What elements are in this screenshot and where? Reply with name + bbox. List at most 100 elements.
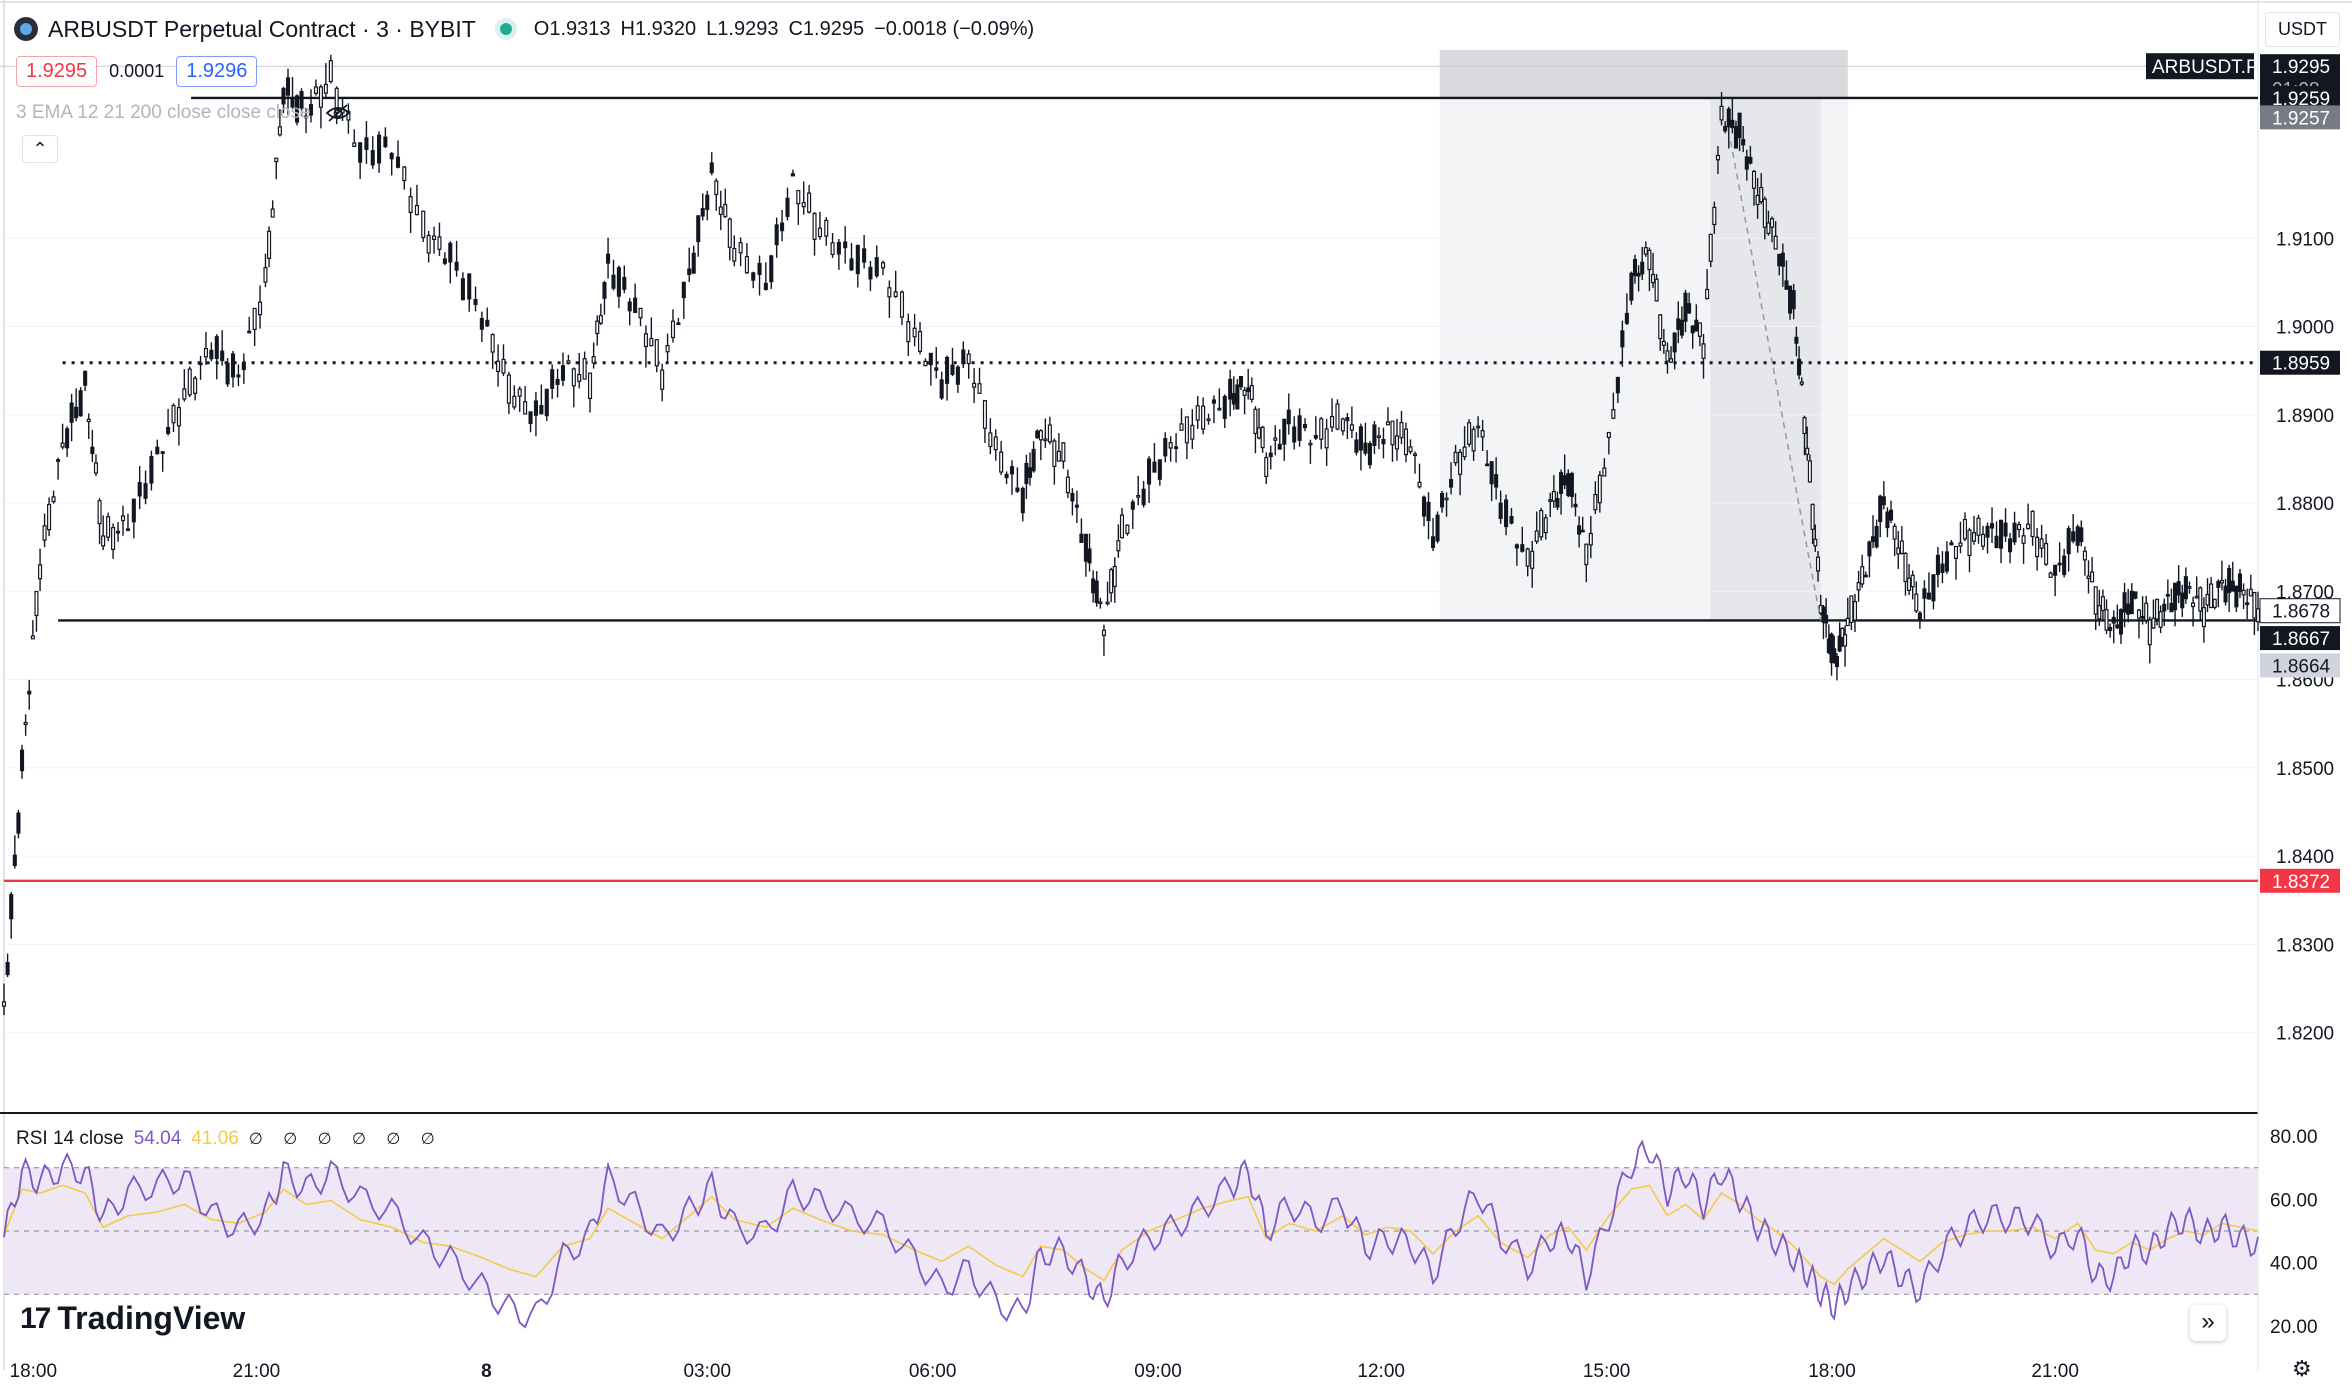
candle-body bbox=[1889, 509, 1894, 521]
candle-body bbox=[602, 282, 607, 299]
candle-body bbox=[1426, 501, 1431, 522]
candle-body bbox=[1744, 156, 1749, 170]
candle-body bbox=[868, 266, 873, 280]
candle-body bbox=[2062, 555, 2067, 576]
candle-body bbox=[1926, 592, 1931, 600]
candle-body bbox=[111, 527, 116, 550]
candle-body bbox=[1748, 156, 1753, 164]
candle-body bbox=[2003, 522, 2008, 537]
candle-body bbox=[2097, 605, 2102, 620]
candle-body bbox=[1417, 481, 1422, 488]
candle-body bbox=[801, 202, 806, 208]
candle-body bbox=[1802, 417, 1807, 435]
candle-body bbox=[917, 331, 923, 352]
currency-selector[interactable]: USDT bbox=[2265, 12, 2340, 47]
candle-body bbox=[2017, 524, 2022, 531]
symbol-title[interactable]: ARBUSDT Perpetual Contract · 3 · BYBIT bbox=[48, 15, 476, 42]
candle-body bbox=[988, 432, 993, 448]
candle-body bbox=[1922, 588, 1927, 599]
candle-body bbox=[571, 368, 576, 387]
candle-body bbox=[1330, 415, 1335, 428]
candle-body bbox=[849, 258, 854, 271]
time-tick-label: 18:00 bbox=[10, 1361, 58, 1382]
candle-body bbox=[236, 374, 241, 378]
candle-body bbox=[566, 360, 571, 364]
price-label-box bbox=[2259, 598, 2341, 624]
candle-body bbox=[1640, 261, 1645, 275]
candle-body bbox=[2154, 598, 2160, 620]
candle-body bbox=[2147, 619, 2152, 646]
candle-body bbox=[2090, 571, 2095, 583]
candle-body bbox=[23, 721, 28, 726]
candle-body bbox=[757, 262, 762, 275]
candle-body bbox=[323, 83, 328, 94]
candle-body bbox=[1390, 420, 1395, 446]
candle-body bbox=[2241, 589, 2246, 596]
candle-body bbox=[1381, 438, 1386, 445]
candle-body bbox=[1112, 565, 1117, 588]
candle-body bbox=[796, 189, 801, 205]
rsi-tick-label: 80.00 bbox=[2270, 1127, 2318, 1148]
candle-body bbox=[1467, 422, 1472, 445]
candle-body bbox=[1834, 655, 1839, 668]
candle-body bbox=[2075, 526, 2080, 546]
candle-body bbox=[1354, 439, 1359, 453]
buy-price-button[interactable]: 1.9296 bbox=[176, 56, 258, 87]
candle-body bbox=[1694, 319, 1699, 332]
candle-body bbox=[1152, 461, 1157, 473]
candle-body bbox=[2209, 583, 2214, 609]
candle-body bbox=[1715, 154, 1720, 161]
candle-body bbox=[1580, 529, 1585, 533]
candle-body bbox=[676, 322, 681, 326]
candle-body bbox=[1480, 430, 1485, 438]
candle-body bbox=[1238, 376, 1244, 388]
sell-price-button[interactable]: 1.9295 bbox=[16, 56, 98, 87]
candle-body bbox=[993, 436, 998, 451]
candle-body bbox=[972, 382, 977, 388]
scroll-to-realtime-button[interactable]: » bbox=[2190, 1305, 2226, 1341]
hidden-eye-icon[interactable] bbox=[325, 103, 351, 123]
candle-body bbox=[1136, 495, 1141, 498]
candle-body bbox=[774, 224, 779, 246]
candle-body bbox=[334, 87, 339, 113]
candle-body bbox=[2230, 580, 2235, 592]
candle-body bbox=[1751, 170, 1757, 189]
candle-body bbox=[1061, 442, 1066, 462]
candle-body bbox=[893, 291, 898, 298]
candle-body bbox=[1777, 253, 1782, 267]
candle-body bbox=[1840, 627, 1845, 639]
candle-body bbox=[230, 353, 236, 378]
candle-body bbox=[1791, 290, 1796, 310]
time-tick-label: 09:00 bbox=[1134, 1361, 1182, 1382]
candle-body bbox=[1810, 503, 1815, 530]
rsi-legend[interactable]: RSI 14 close 54.04 41.06 ∅ ∅ ∅ ∅ ∅ ∅ bbox=[16, 1128, 443, 1150]
candle-body bbox=[1476, 425, 1481, 429]
candle-body bbox=[1985, 525, 1990, 538]
candle-body bbox=[727, 218, 732, 248]
low-value: 1.9293 bbox=[717, 17, 779, 40]
candle-body bbox=[1566, 473, 1571, 496]
time-tick-label: 06:00 bbox=[909, 1361, 957, 1382]
candle-body bbox=[501, 358, 506, 374]
candle-body bbox=[395, 156, 401, 168]
candle-body bbox=[555, 378, 560, 385]
candle-body bbox=[709, 162, 714, 174]
candle-body bbox=[34, 590, 39, 617]
candle-body bbox=[60, 442, 65, 448]
candle-body bbox=[38, 564, 43, 580]
candle-body bbox=[473, 298, 478, 306]
indicator-legend[interactable]: 3 EMA 12 21 200 close close close bbox=[16, 102, 351, 124]
candle-body bbox=[588, 372, 593, 400]
candle-body bbox=[1324, 428, 1329, 449]
price-label: 1.9259 bbox=[2272, 89, 2330, 110]
candle-body bbox=[1687, 303, 1692, 314]
collapse-legend-button[interactable]: ⌃ bbox=[22, 135, 58, 163]
candle-body bbox=[843, 241, 848, 249]
candle-body bbox=[1867, 541, 1872, 557]
candle-body bbox=[1766, 222, 1771, 234]
settings-gear-icon[interactable]: ⚙ bbox=[2292, 1356, 2312, 1381]
tradingview-logo[interactable]: 17 TradingView bbox=[20, 1300, 245, 1337]
candle-body bbox=[1242, 389, 1247, 396]
candle-body bbox=[490, 334, 495, 353]
